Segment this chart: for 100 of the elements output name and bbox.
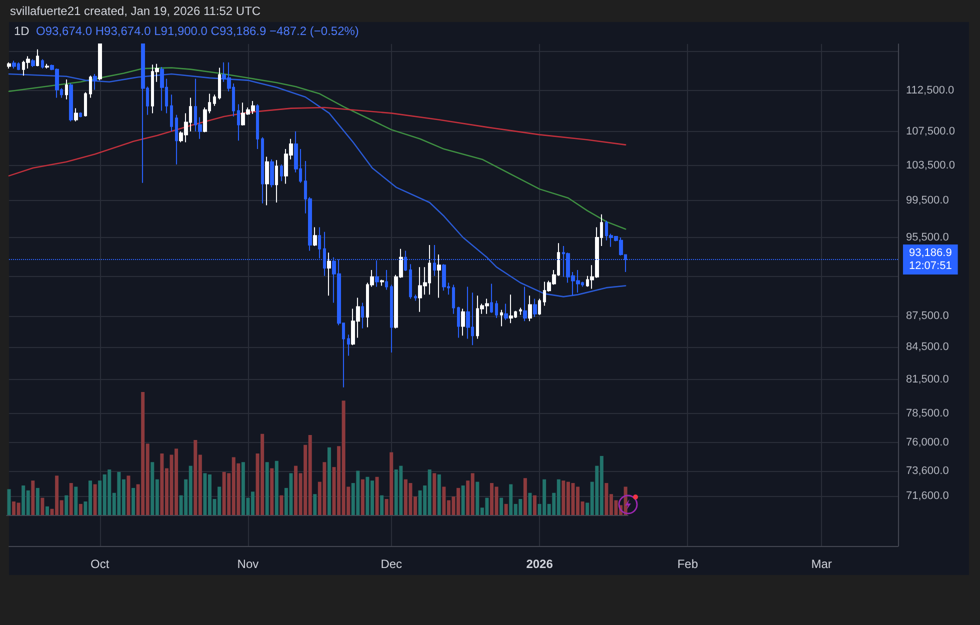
bar: [74, 486, 78, 515]
bar: [132, 488, 136, 515]
candlestick: [65, 79, 68, 100]
candlestick: [218, 67, 221, 100]
candlestick: [452, 284, 455, 314]
text: O93,674.0 H93,674.0 L91,900.0 C93,186.9 −487.2 (−0.52%): [36, 24, 359, 38]
x-tick-label: Mar: [811, 557, 832, 571]
candlestick: [500, 309, 503, 327]
candlestick: [461, 308, 465, 336]
candlestick: [31, 58, 35, 68]
bar: [533, 495, 537, 515]
candlestick: [265, 156, 269, 206]
candlestick: [385, 270, 388, 290]
candlestick: [256, 104, 259, 150]
text: 1D: [14, 24, 30, 38]
candlestick: [409, 264, 412, 300]
bar: [69, 483, 73, 515]
y-tick-label: 84,500.0: [906, 341, 949, 354]
line-series: [8, 73, 626, 298]
candlestick: [261, 136, 264, 204]
candlestick: [89, 75, 92, 98]
candlestick: [270, 158, 274, 188]
x-tick-label: 2026: [526, 557, 554, 571]
candlestick: [437, 254, 441, 298]
candlestick: [237, 104, 240, 142]
text: svillafuerte21 created, Jan 19, 2026 11:52 UTC: [10, 4, 261, 18]
candlestick: [41, 58, 44, 70]
bar: [274, 460, 278, 515]
candlestick: [495, 300, 498, 318]
candlestick: [380, 279, 384, 286]
candlestick: [528, 295, 532, 322]
bar: [380, 495, 384, 515]
candlestick: [280, 164, 283, 182]
bar: [327, 447, 331, 515]
candlestick: [98, 44, 102, 81]
bar: [528, 492, 532, 515]
bar: [280, 495, 284, 515]
candlestick: [7, 62, 11, 70]
candlestick: [213, 94, 216, 106]
candlestick: [175, 114, 178, 165]
y-tick-label: 76,000.0: [906, 436, 949, 448]
candlestick: [45, 63, 49, 70]
bar: [36, 488, 40, 515]
candlestick: [141, 44, 145, 184]
candlestick: [69, 82, 73, 122]
bar: [375, 476, 379, 515]
candlestick: [74, 108, 78, 122]
candlestick: [519, 307, 522, 316]
candlestick: [533, 298, 537, 318]
candlestick: [36, 48, 39, 67]
candlestick: [313, 226, 317, 246]
candlestick: [327, 252, 331, 296]
y-tick-label: 107,500.0: [906, 125, 955, 138]
bar: [78, 504, 82, 515]
candlestick: [490, 283, 493, 314]
candlestick: [79, 112, 82, 118]
candlestick: [457, 306, 460, 338]
y-tick-label: 81,500.0: [906, 374, 949, 386]
y-tick-label: 99,500.0: [906, 194, 949, 207]
y-tick-label: 71,600.0: [906, 490, 949, 502]
x-tick-label: Dec: [380, 557, 402, 571]
candlestick: [12, 60, 16, 70]
candlestick: [375, 260, 379, 288]
bar: [432, 473, 436, 515]
candlestick: [347, 334, 350, 356]
bar: [45, 506, 49, 515]
bar: [7, 489, 11, 515]
bar: [523, 478, 527, 515]
candlestick: [390, 284, 393, 354]
bar: [31, 480, 35, 515]
candlestick: [84, 92, 87, 117]
candlestick: [442, 264, 446, 292]
bar: [64, 495, 68, 515]
bar: [270, 468, 274, 515]
bar: [126, 476, 130, 515]
y-tick-label: 78,500.0: [906, 407, 949, 420]
bar: [500, 498, 504, 515]
y-tick-label: 112,500.0: [906, 84, 954, 97]
bar: [93, 484, 97, 515]
y-tick-label: 95,500.0: [906, 231, 949, 244]
candlestick: [160, 66, 164, 112]
bar: [265, 462, 269, 515]
line-series: [8, 67, 626, 230]
candlestick: [523, 286, 527, 322]
candlestick: [504, 303, 508, 321]
x-tick-label: Feb: [677, 557, 698, 571]
candlestick: [414, 294, 417, 302]
candlestick: [275, 160, 278, 204]
bar: [360, 479, 364, 515]
bar: [313, 494, 317, 515]
ref-line-label: 93,186.9: [909, 246, 952, 259]
bar: [461, 485, 465, 515]
x-tick-label: Nov: [237, 557, 259, 571]
bar: [504, 504, 508, 515]
y-tick-label: 73,600.0: [906, 465, 949, 478]
y-tick-label: 87,500.0: [906, 310, 949, 322]
bar: [40, 498, 44, 515]
text: 12:07:51: [909, 260, 952, 272]
candlestick: [538, 298, 541, 316]
x-tick-label: Oct: [90, 557, 110, 571]
